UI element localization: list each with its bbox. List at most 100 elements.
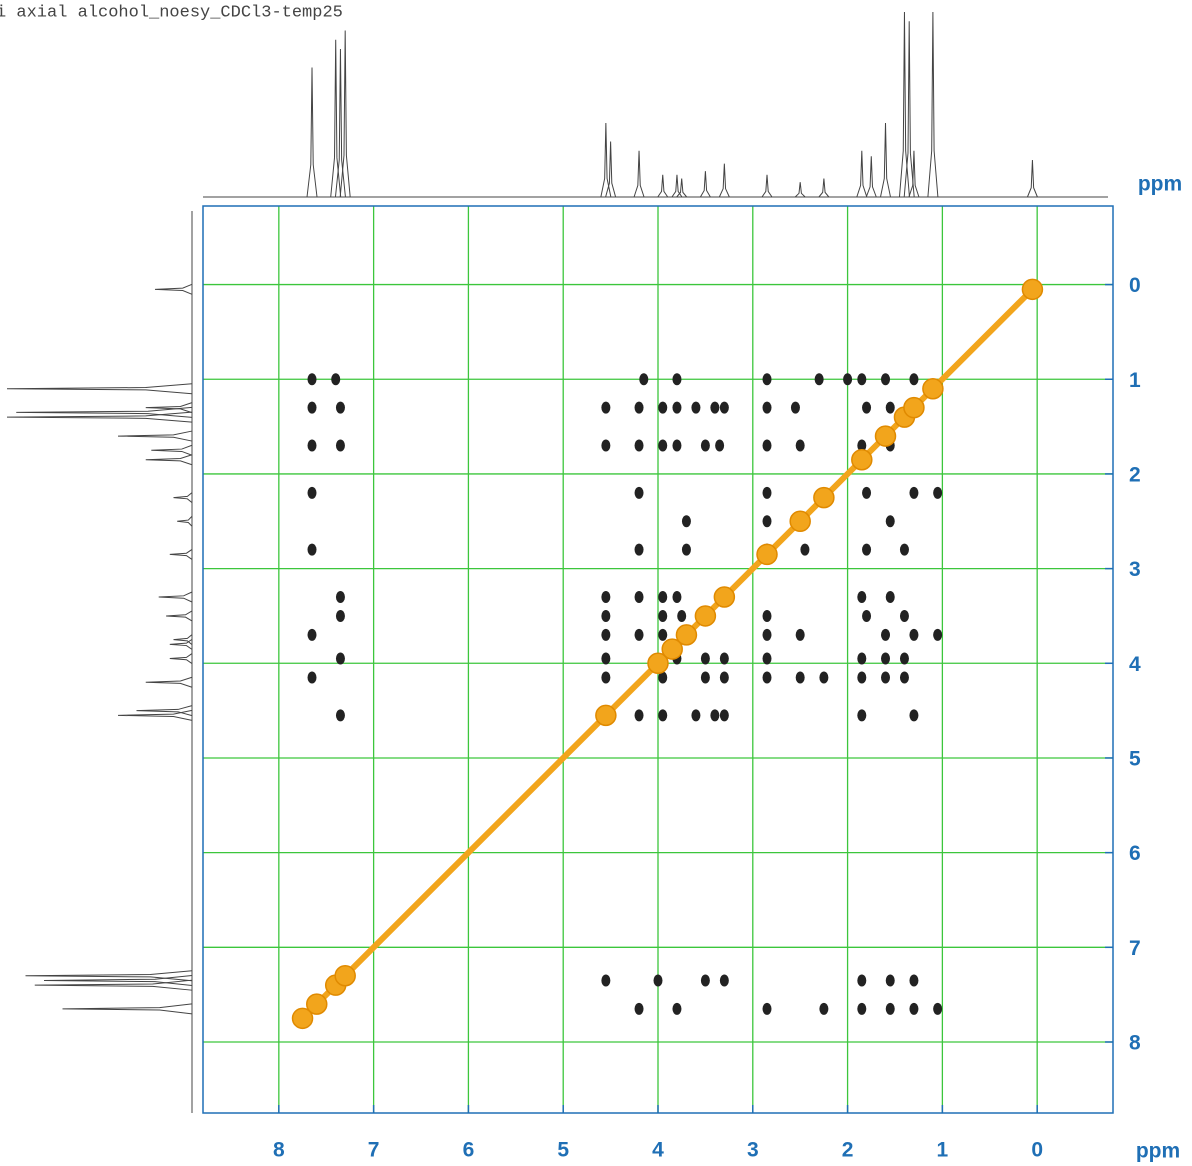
projection-peak [605,141,617,198]
cross-peak [795,628,805,641]
cross-peak [899,543,909,556]
cross-peak [335,401,345,414]
x-tick-label: 4 [652,1139,664,1162]
cross-peak [672,591,682,604]
cross-peak [634,486,644,499]
diagonal-peak [1021,278,1044,301]
projection-peak [177,515,193,527]
cross-peak [331,373,341,386]
cross-peak [658,709,668,722]
diagonal-peak [756,543,778,566]
cross-peak [881,628,890,641]
cross-peak [691,401,701,414]
cross-peak [700,974,710,987]
cross-peak [700,671,710,684]
projection-peak [16,406,193,418]
cross-peak [658,671,668,684]
y-axis-label: ppm [1138,173,1182,196]
projection-peak [856,150,868,198]
cross-peak [634,628,644,641]
cross-peak [715,439,725,452]
projection-peak [818,178,830,198]
cross-peak [762,401,772,414]
cross-peak [672,401,682,414]
y-tick-label: 4 [1129,653,1141,676]
cross-peak [762,652,772,665]
cross-peak [762,609,772,622]
cross-peak [601,609,611,622]
diagonal-peak [874,425,897,447]
projection-peak [927,11,939,198]
projection-peak [880,122,891,198]
cross-peak [800,543,810,556]
projection-peak [865,156,877,198]
cross-peak [814,373,824,386]
y-tick-label: 3 [1129,558,1141,581]
projection-peak [600,122,612,198]
cross-peak [862,609,872,622]
cross-peak [719,671,729,684]
projection-peak [117,430,193,442]
x-tick-label: 0 [1031,1139,1043,1162]
cross-peak [899,652,909,665]
cross-peak [658,591,668,604]
cross-peak [681,543,691,556]
cross-peak [885,591,895,604]
cross-peak [857,591,867,604]
cross-peak [681,515,691,528]
cross-peak [634,591,644,604]
x-tick-label: 6 [463,1139,475,1162]
cross-peak [335,439,345,452]
projection-peak [62,1003,193,1015]
diagonal-peak [851,448,873,471]
cross-peak [307,628,317,641]
projection-peak [339,30,351,198]
cross-peak [719,401,729,414]
cross-peak [700,439,710,452]
cross-peak [762,439,772,452]
y-tick-label: 1 [1129,369,1141,392]
x-tick-label: 2 [842,1139,854,1162]
cross-peak [762,1002,772,1015]
projection-peak [6,383,193,395]
cross-peak [335,709,345,722]
cross-peak [691,709,701,722]
cross-peak [672,439,682,452]
diagonal-peak [813,486,835,509]
projection-peak [136,705,193,717]
cross-peak [700,652,710,665]
cross-peak [677,609,687,622]
cross-peak [335,609,345,622]
cross-peak [909,628,919,641]
cross-peak [307,401,317,414]
cross-peak [933,1002,943,1015]
projection-peak [908,150,920,198]
projection-peak [173,492,193,503]
diagonal-peak [694,605,717,627]
cross-peak [899,671,909,684]
y-tick-label: 8 [1129,1032,1141,1055]
y-tick-label: 6 [1129,842,1141,865]
diagonal-peak [647,652,669,675]
cross-peak [819,1002,829,1015]
projection-peak [154,283,193,295]
projection-peak [169,653,193,664]
projection-peak [145,402,193,414]
y-tick-label: 7 [1129,937,1141,960]
cross-peak [881,373,890,386]
cross-peak [307,671,317,684]
cross-peak [933,486,943,499]
cross-peak [634,401,644,414]
diagonal-peak [291,1007,314,1030]
projection-peak [794,182,806,198]
x-tick-label: 8 [273,1139,285,1162]
projection-peak [718,163,730,198]
projection-peak [657,174,669,198]
x-tick-label: 1 [937,1139,949,1162]
cross-peak [658,401,668,414]
cross-peak [795,671,805,684]
cross-peak [909,1002,919,1015]
projection-peak [699,171,711,198]
cross-peak [307,486,317,499]
